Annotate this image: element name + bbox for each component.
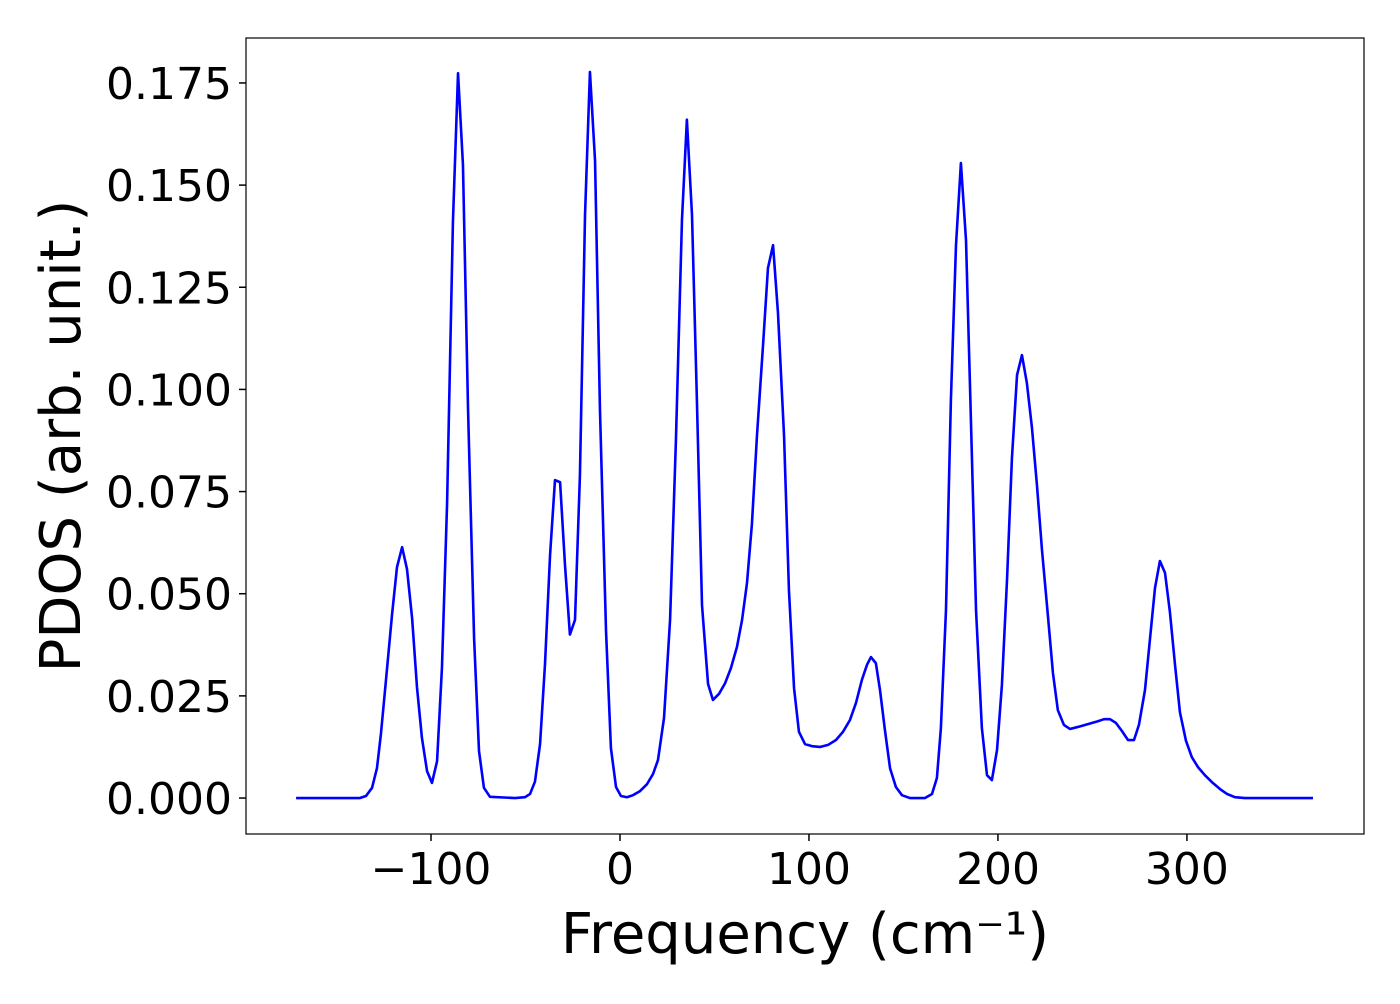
pdos-line <box>296 70 1313 800</box>
x-tick-label: −100 <box>371 844 492 895</box>
y-tick-label: 0.150 <box>106 161 232 212</box>
x-tick-label: 300 <box>1145 844 1229 895</box>
y-tick-label: 0.000 <box>106 774 232 825</box>
y-tick-label: 0.175 <box>106 59 232 110</box>
y-tick-label: 0.125 <box>106 263 232 314</box>
x-tick-label: 200 <box>956 844 1040 895</box>
y-tick-label: 0.050 <box>106 570 232 621</box>
y-tick-label: 0.100 <box>106 365 232 416</box>
x-tick-label: 100 <box>767 844 851 895</box>
x-tick-label: 0 <box>606 844 634 895</box>
plot-frame <box>245 37 1365 835</box>
y-axis-label: PDOS (arb. unit.) <box>29 200 94 673</box>
y-tick-label: 0.075 <box>106 468 232 519</box>
y-tick-label: 0.025 <box>106 672 232 723</box>
x-axis-label: Frequency (cm⁻¹) <box>561 902 1049 967</box>
